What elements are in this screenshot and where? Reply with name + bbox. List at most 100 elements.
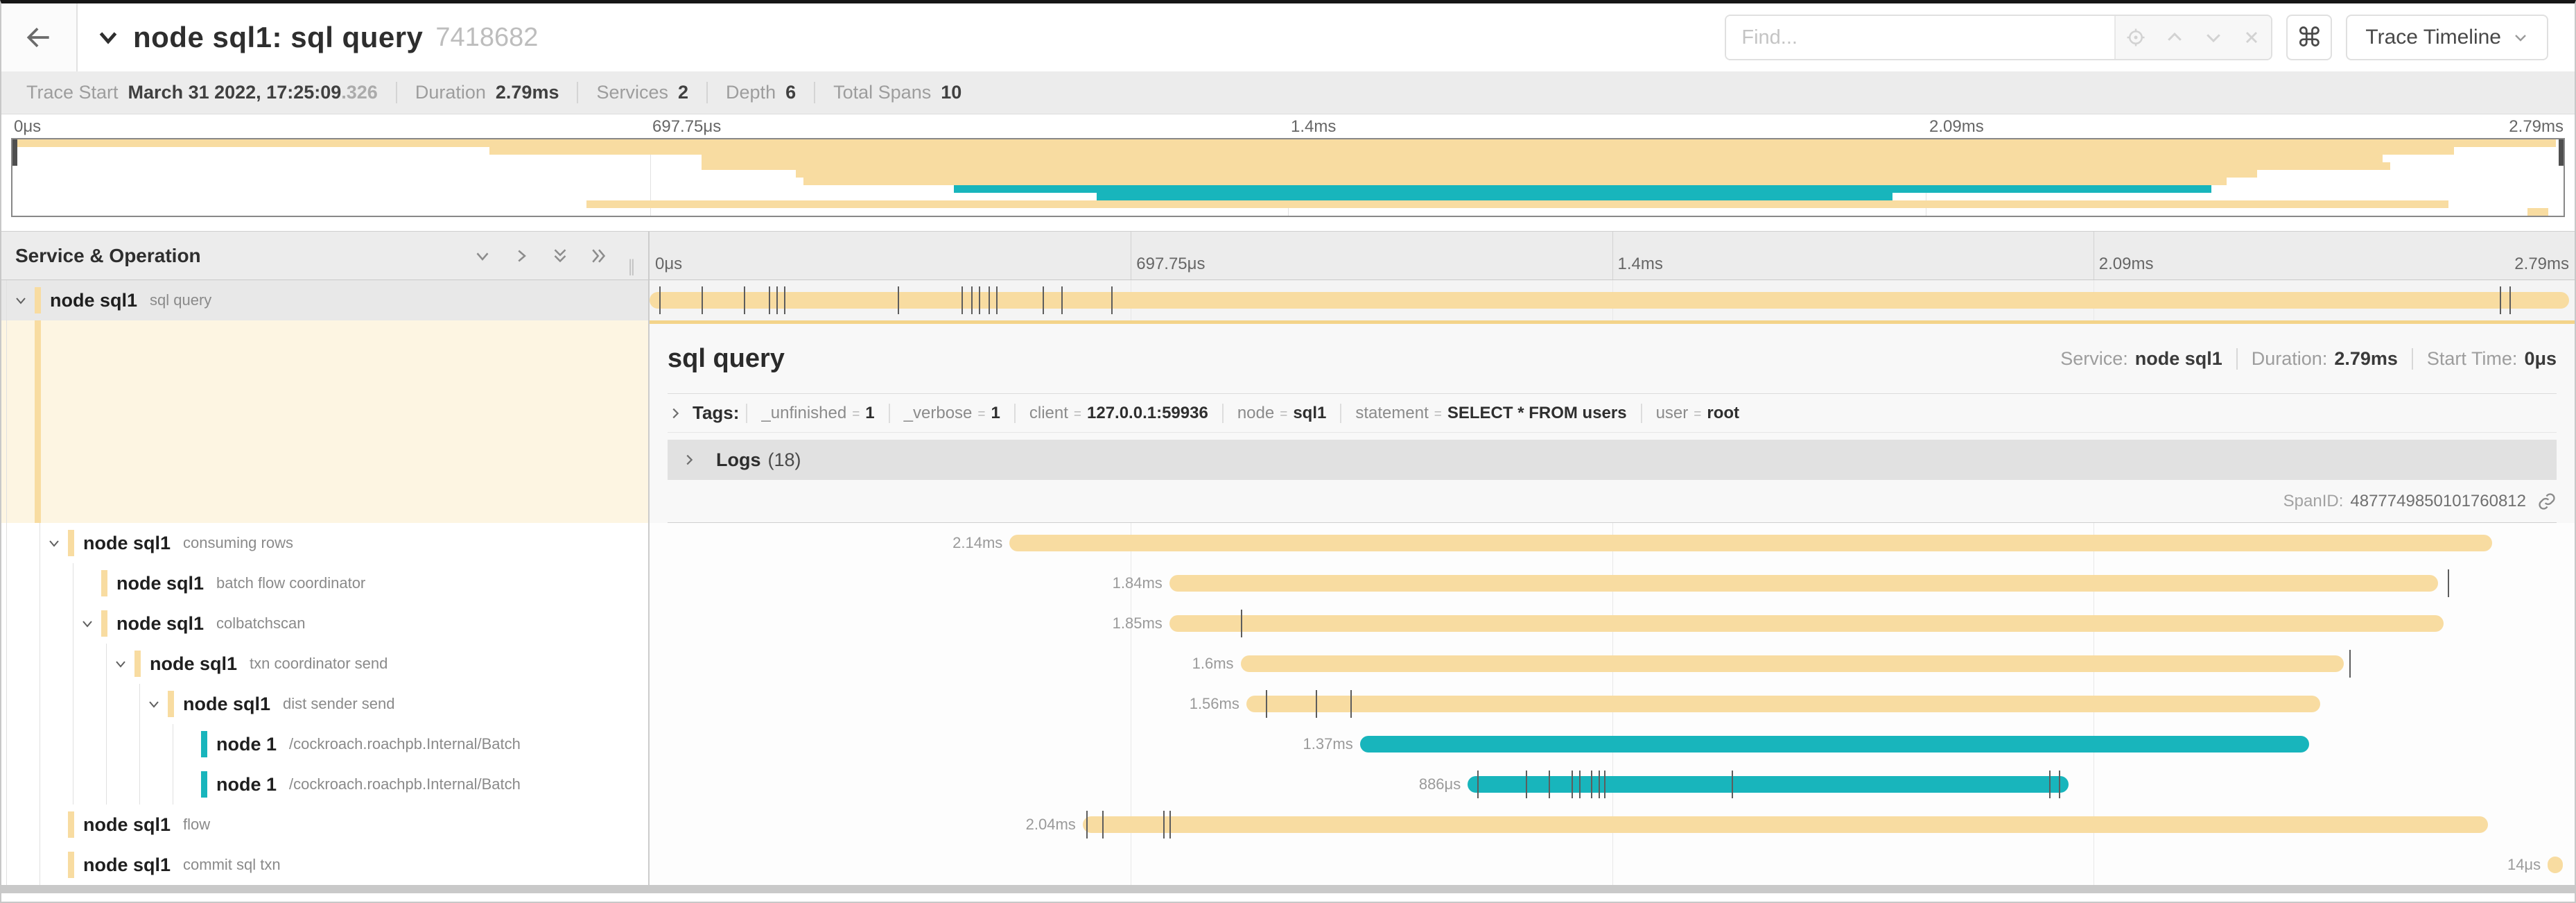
indent-guide xyxy=(6,523,7,563)
trace-minimap[interactable] xyxy=(11,138,2565,217)
minimap-right-scrubber[interactable] xyxy=(2559,139,2564,166)
span-timeline-row[interactable]: 1.56ms xyxy=(650,684,2575,724)
span-service-name: node 1 xyxy=(216,733,277,755)
minimap-span-bar xyxy=(803,178,2227,185)
span-operation-name: dist sender send xyxy=(283,695,395,712)
span-duration-label: 1.56ms xyxy=(1189,695,1239,712)
column-resizer-handle[interactable]: ∥ xyxy=(627,257,637,276)
log-marker-tick xyxy=(1350,690,1352,718)
tag-value: root xyxy=(1707,403,1740,422)
summary-item: Depth 6 xyxy=(706,82,814,103)
span-tree-row[interactable]: node sql1 flow xyxy=(1,805,650,845)
span-tree-row[interactable]: node sql1 dist sender send xyxy=(1,684,650,724)
span-detail-header: sql query Service: node sql1 Duration: 2.7… xyxy=(668,324,2557,393)
span-tree-row[interactable]: node sql1 sql query xyxy=(1,280,650,320)
span-tree-row[interactable]: node 1/cockroach.roachpb.Internal/Batch xyxy=(1,764,650,805)
find-next-icon[interactable] xyxy=(2203,27,2224,48)
indent-guide xyxy=(6,845,7,885)
span-color-bar xyxy=(35,287,41,313)
span-bar[interactable] xyxy=(1240,655,2344,672)
summary-label: Total Spans xyxy=(833,82,932,103)
log-marker-tick xyxy=(1590,771,1592,798)
span-timeline-row[interactable]: 2.14ms xyxy=(650,523,2575,563)
span-tree-row[interactable]: node sql1 txn coordinator send xyxy=(1,644,650,684)
indent-guide xyxy=(139,764,140,805)
log-marker-tick xyxy=(1731,771,1733,798)
span-timeline-row[interactable]: 1.6ms xyxy=(650,644,2575,684)
trace-timeline: Service & Operation ∥ 0μs 697.75μs 1.4ms 2.… xyxy=(1,231,2575,885)
trace-view-selector[interactable]: Trace Timeline xyxy=(2346,15,2548,60)
chevron-down-icon[interactable] xyxy=(146,696,162,712)
timeline-gridline xyxy=(1612,845,1613,885)
log-marker-tick xyxy=(1599,771,1601,798)
span-bar[interactable] xyxy=(1468,776,2069,793)
span-tree-row[interactable]: node sql1 batch flow coordinator xyxy=(1,563,650,603)
chevron-down-icon[interactable] xyxy=(46,535,62,551)
minimap-ruler-label: 697.75μs xyxy=(652,117,722,136)
span-bar[interactable] xyxy=(1246,696,2321,712)
span-timeline-row[interactable]: 14μs xyxy=(650,845,2575,885)
collapse-all-icon[interactable] xyxy=(550,246,571,266)
span-bar[interactable] xyxy=(1169,575,2438,592)
ruler-label: 1.4ms xyxy=(1617,255,1663,273)
summary-value: 6 xyxy=(785,82,797,103)
span-tree-row[interactable]: node sql1 commit sql txn xyxy=(1,845,650,885)
match-locate-icon[interactable] xyxy=(2125,27,2146,48)
minimap-left-scrubber[interactable] xyxy=(12,139,17,166)
title-area: node sql1: sql query 7418682 xyxy=(78,3,1725,71)
find-prev-icon[interactable] xyxy=(2164,27,2185,48)
summary-item: Duration 2.79ms xyxy=(395,82,577,103)
keyboard-shortcuts-button[interactable]: ⌘ xyxy=(2286,15,2333,60)
minimap-gridline xyxy=(650,139,651,216)
span-tree-row[interactable]: node sql1 consuming rows xyxy=(1,523,650,563)
expand-all-icon[interactable] xyxy=(589,246,609,266)
expand-one-icon[interactable] xyxy=(511,246,532,266)
equals-sign: = xyxy=(977,406,986,422)
horizontal-scrollbar-track[interactable] xyxy=(1,885,2575,893)
span-duration-label: 886μs xyxy=(1418,775,1461,793)
chevron-down-icon[interactable] xyxy=(79,615,96,632)
minimap-span-bar xyxy=(701,162,2390,170)
logs-accordion[interactable]: Logs (18) xyxy=(668,440,2557,480)
find-clear-icon[interactable] xyxy=(2242,28,2261,47)
indent-guide xyxy=(6,603,7,644)
timeline-ruler: 0μs 697.75μs 1.4ms 2.09ms 2.79ms xyxy=(650,232,2575,280)
find-input[interactable] xyxy=(1726,16,2115,59)
span-bar[interactable] xyxy=(2548,857,2564,873)
collapse-one-icon[interactable] xyxy=(472,246,493,266)
chevron-down-icon[interactable] xyxy=(12,292,29,309)
indent-guide xyxy=(6,724,7,764)
indent-guide xyxy=(6,280,7,320)
log-marker-tick xyxy=(784,286,786,314)
span-bar[interactable] xyxy=(1009,535,2492,551)
span-timeline-row[interactable]: 1.85ms xyxy=(650,603,2575,644)
span-duration-label: 14μs xyxy=(2507,856,2541,873)
span-tree-row[interactable]: node sql1 colbatchscan xyxy=(1,603,650,644)
tags-accordion[interactable]: Tags: _unfinished = 1 _verbose = 1 client = 127.… xyxy=(668,394,2557,433)
span-bar[interactable] xyxy=(1082,816,2489,833)
back-button[interactable] xyxy=(1,3,78,71)
indent-guide xyxy=(106,644,107,684)
span-bar[interactable] xyxy=(1359,736,2309,752)
span-color-stripe xyxy=(35,320,41,523)
chevron-down-icon xyxy=(2512,29,2529,46)
summary-item: Total Spans 10 xyxy=(814,82,980,103)
deep-link-icon[interactable] xyxy=(2537,492,2557,511)
span-timeline-row[interactable]: 1.84ms xyxy=(650,563,2575,603)
span-timeline-row[interactable]: 2.04ms xyxy=(650,805,2575,845)
summary-label: Depth xyxy=(726,82,776,103)
span-color-bar xyxy=(68,811,74,838)
span-timeline-row[interactable]: 886μs xyxy=(650,764,2575,805)
span-operation-name: /cockroach.roachpb.Internal/Batch xyxy=(289,775,521,793)
span-color-bar xyxy=(68,530,74,556)
span-timeline-row[interactable]: 1.37ms xyxy=(650,724,2575,764)
span-bar[interactable] xyxy=(650,292,2569,309)
span-timeline-row[interactable] xyxy=(650,280,2575,320)
chevron-down-icon[interactable] xyxy=(112,655,129,672)
ruler-label: 2.79ms xyxy=(2514,255,2569,273)
span-tree-row[interactable]: node 1/cockroach.roachpb.Internal/Batch xyxy=(1,724,650,764)
collapse-trace-chevron-icon[interactable] xyxy=(96,25,121,50)
span-bar[interactable] xyxy=(1169,615,2444,632)
span-color-bar xyxy=(101,610,107,637)
log-marker-tick xyxy=(744,286,746,314)
